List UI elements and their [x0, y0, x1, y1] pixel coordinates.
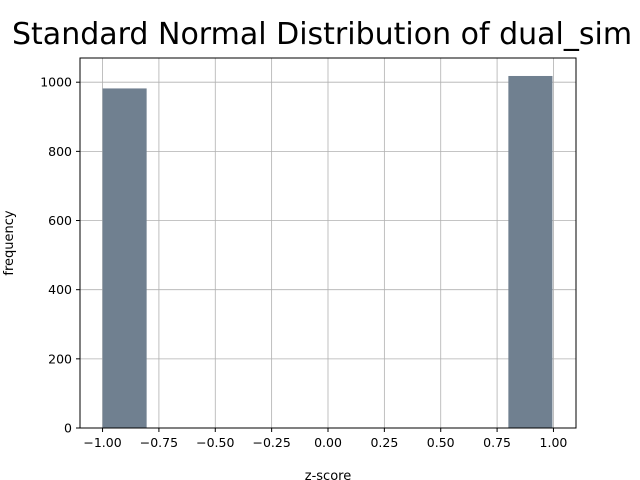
x-tick-label-2: −0.50	[196, 435, 234, 450]
x-tick-label-1: −0.75	[140, 435, 178, 450]
y-tick-label-0: 0	[64, 421, 72, 436]
histogram-bars	[102, 75, 553, 429]
y-tick-label-5: 1000	[40, 75, 72, 90]
x-tick-label-3: −0.25	[252, 435, 290, 450]
y-axis-ticks: 0 200 400 600 800 1000	[40, 75, 80, 436]
y-axis-label: frequency	[2, 210, 17, 276]
histogram-bar-9	[508, 75, 553, 428]
x-tick-label-4: 0.00	[314, 435, 342, 450]
x-tick-label-6: 0.50	[427, 435, 455, 450]
x-tick-label-5: 0.25	[370, 435, 398, 450]
x-tick-label-7: 0.75	[483, 435, 511, 450]
x-tick-label-8: 1.00	[540, 435, 568, 450]
chart-title: Standard Normal Distribution of dual_sim	[12, 17, 632, 52]
grid-lines	[80, 58, 576, 429]
x-axis-ticks: −1.00 −0.75 −0.50 −0.25 0.00 0.25 0.50 0.75 1.00	[83, 428, 567, 450]
y-tick-label-3: 600	[48, 213, 72, 228]
x-axis-label: z-score	[305, 469, 351, 480]
x-tick-label-0: −1.00	[83, 435, 121, 450]
y-tick-label-1: 200	[48, 351, 72, 366]
y-tick-label-4: 800	[48, 144, 72, 159]
histogram-bar-0	[102, 88, 147, 429]
y-tick-label-2: 400	[48, 282, 72, 297]
